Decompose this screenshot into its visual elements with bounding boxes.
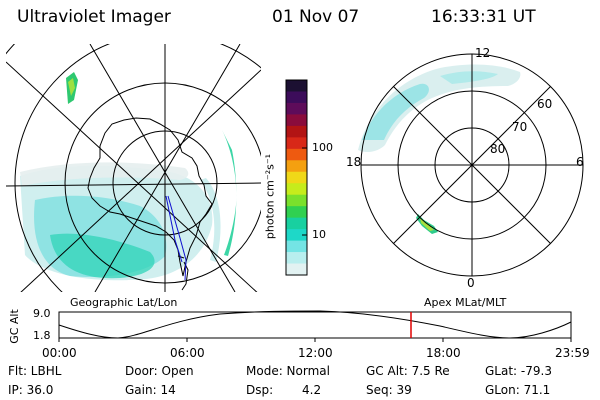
colorbar-segment (286, 194, 307, 207)
mlt-label-18: 18 (346, 155, 362, 169)
mlat-label-60: 60 (537, 97, 553, 111)
timeline-x-tick-0600: 06:00 (170, 346, 205, 360)
timeline-x-tick-1200: 12:00 (298, 346, 333, 360)
colorbar-tick-100: 100 (312, 141, 333, 154)
colorbar-segment (286, 91, 307, 104)
mlat-label-70: 70 (512, 120, 528, 134)
colorbar-segment (286, 263, 307, 276)
status-ip: IP: 36.0 (8, 383, 54, 397)
timeline-x-tick-2359: 23:59 (555, 346, 590, 360)
timeline-y-axis-label: GC Alt (7, 309, 21, 344)
status-seq: Seq: 39 (366, 383, 412, 397)
status-door: Door: Open (125, 364, 194, 378)
status-dsp-label: Dsp: (246, 383, 274, 397)
mlat-label-80: 80 (490, 142, 506, 156)
status-gc-alt: GC Alt: 7.5 Re (366, 364, 450, 378)
instrument-title: Ultraviolet Imager (17, 7, 171, 27)
right-panel-caption: Apex MLat/MLT (424, 296, 507, 309)
colorbar-segment (286, 240, 307, 253)
colorbar-segment (286, 160, 307, 173)
colorbar-segment (286, 206, 307, 219)
timeline-y-tick-top: 9.0 (33, 307, 51, 320)
coastline (87, 117, 213, 277)
status-glat: GLat: -79.3 (485, 364, 552, 378)
colorbar-segment (286, 80, 307, 93)
spacecraft-track-2 (165, 195, 183, 263)
colorbar-segment (286, 102, 307, 116)
status-glon: GLon: 71.1 (485, 383, 551, 397)
timeline-x-tick-1800: 18:00 (426, 346, 461, 360)
aurora-emission-geo (20, 72, 237, 281)
header-date: 01 Nov 07 (272, 7, 360, 27)
timeline-y-tick-bottom: 1.8 (33, 329, 51, 342)
status-flt: Flt: LBHL (8, 364, 62, 378)
colorbar-segment (286, 217, 307, 230)
colorbar-segment (286, 171, 307, 184)
left-panel-caption: Geographic Lat/Lon (70, 296, 178, 309)
colorbar-tick-10: 10 (312, 228, 326, 241)
spacecraft-track (167, 195, 187, 281)
colorbar (285, 79, 308, 276)
colorbar-segment (286, 183, 307, 196)
colorbar-segment (286, 252, 307, 265)
timeline-plot (58, 310, 572, 342)
mlt-label-0: 0 (467, 276, 475, 290)
magnetic-polar-plot (358, 53, 584, 277)
colorbar-unit-label: photon cm⁻²s⁻¹ (263, 153, 277, 240)
colorbar-segment (286, 125, 307, 138)
geographic-map (6, 44, 261, 292)
mlt-label-12: 12 (475, 46, 491, 60)
timeline-x-tick-0000: 00:00 (42, 346, 77, 360)
status-gain: Gain: 14 (125, 383, 176, 397)
orbit-altitude-curve (58, 310, 572, 339)
colorbar-segment (286, 114, 307, 127)
mlt-label-6: 6 (576, 155, 584, 169)
geographic-grid (6, 44, 261, 292)
status-mode: Mode: Normal (246, 364, 330, 378)
status-dsp-value: 4.2 (302, 383, 322, 397)
colorbar-segment (286, 137, 307, 150)
colorbar-segment (286, 229, 307, 242)
header-time: 16:33:31 UT (431, 7, 536, 27)
colorbar-segment (286, 148, 307, 161)
